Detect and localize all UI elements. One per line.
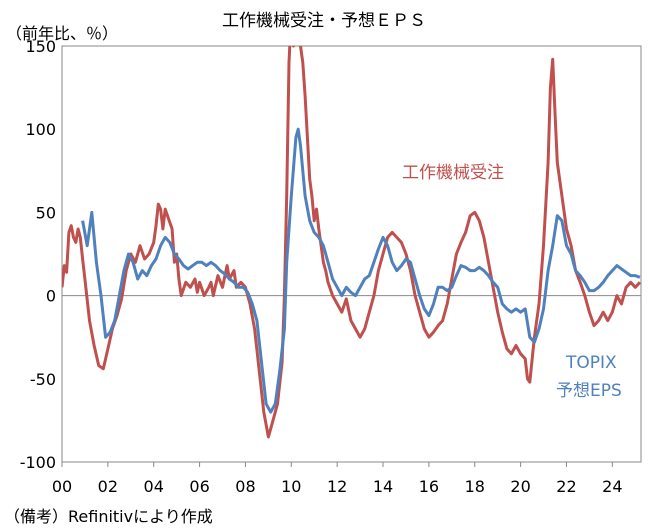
plot-frame [61, 45, 642, 463]
x-tick-label: 24 [602, 477, 622, 496]
series-group [62, 46, 641, 439]
y-tick-label: 150 [25, 37, 56, 56]
y-tick-label: 100 [25, 120, 56, 139]
x-tick-label: 20 [510, 477, 530, 496]
series-labels: 工作機械受注 TOPIX 予想EPS [402, 163, 622, 401]
x-tick-label: 16 [419, 477, 439, 496]
x-tick-label: 12 [327, 477, 347, 496]
y-axis: -100 -50 0 50 100 150 [20, 37, 56, 472]
series-topix-eps-line [81, 127, 641, 414]
x-tick-label: 18 [465, 477, 485, 496]
series-machine-tool-orders-line [62, 46, 641, 439]
y-tick-label: 50 [36, 203, 56, 222]
y-tick-label: -50 [30, 370, 56, 389]
chart-title: 工作機械受注・予想ＥＰＳ [222, 11, 426, 31]
x-tick-label: 22 [556, 477, 576, 496]
x-tick-label: 00 [52, 477, 72, 496]
x-tick-label: 02 [98, 477, 118, 496]
y-tick-label: 0 [46, 287, 56, 306]
y-axis-unit-label: （前年比、％） [6, 24, 119, 43]
series-label-machine-tool-orders: 工作機械受注 [402, 163, 504, 183]
series-label-topix: TOPIX [565, 353, 617, 373]
x-tick-label: 14 [373, 477, 393, 496]
x-tick-label: 08 [235, 477, 255, 496]
x-tick-label: 04 [144, 477, 164, 496]
source-note: （備考）Refinitivにより作成 [4, 507, 213, 526]
y-tick-label: -100 [20, 453, 56, 472]
series-label-eps: 予想EPS [556, 381, 622, 401]
x-axis: 00 02 04 06 08 10 12 14 16 18 20 22 24 [52, 462, 623, 496]
x-tick-label: 06 [189, 477, 209, 496]
x-tick-label: 10 [281, 477, 301, 496]
